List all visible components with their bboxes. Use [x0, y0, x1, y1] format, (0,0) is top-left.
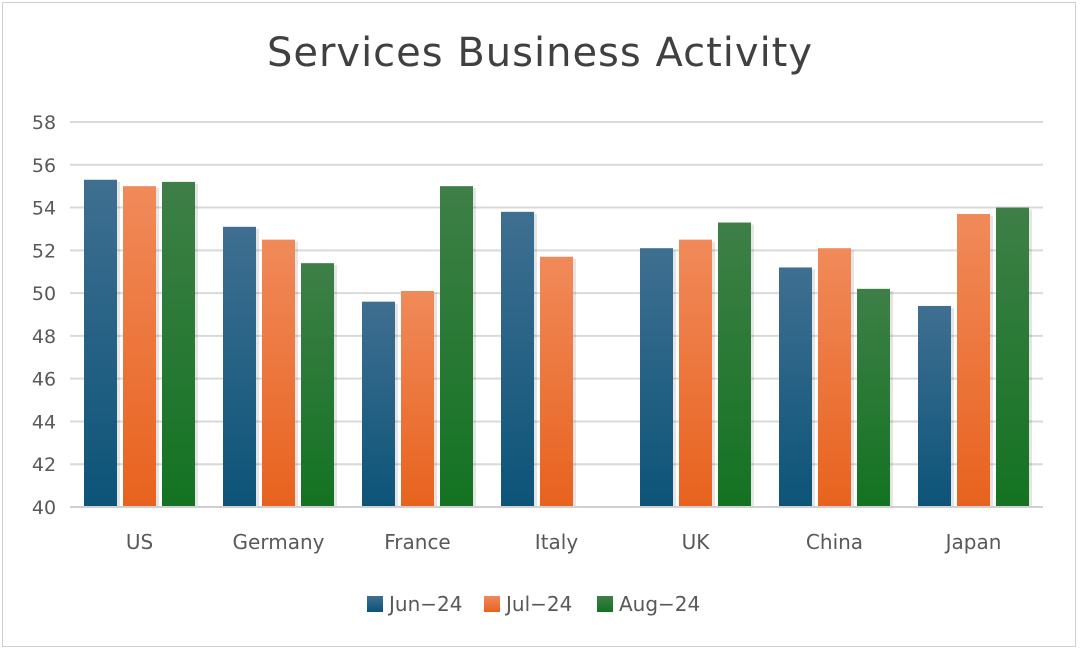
y-tick-label: 42 — [32, 454, 56, 476]
bar-china-0 — [779, 267, 812, 507]
bar-uk-0 — [640, 248, 673, 507]
bar-italy-1 — [540, 256, 573, 507]
y-tick-label: 50 — [32, 283, 56, 305]
y-axis: 40 42 44 46 48 50 52 54 56 58 — [32, 112, 56, 519]
y-tick-label: 48 — [32, 326, 56, 348]
y-tick-label: 52 — [32, 240, 56, 262]
legend-label: Aug−24 — [619, 592, 700, 616]
y-tick-label: 58 — [32, 112, 56, 134]
x-tick-label: Italy — [535, 530, 579, 554]
bar-us-2 — [162, 181, 195, 507]
legend: Jun−24 Jul−24 Aug−24 — [367, 592, 700, 616]
chart-title: Services Business Activity — [267, 30, 813, 76]
x-tick-label: Germany — [233, 530, 325, 554]
bar-france-0 — [362, 301, 395, 507]
bar-china-1 — [818, 248, 851, 507]
bar-france-1 — [401, 290, 434, 507]
legend-swatch — [484, 596, 500, 612]
y-tick-label: 40 — [32, 497, 56, 519]
bars — [84, 179, 1032, 508]
bar-us-0 — [84, 179, 117, 507]
legend-label: Jul−24 — [504, 592, 572, 616]
y-tick-label: 56 — [32, 155, 56, 177]
bar-germany-2 — [301, 263, 334, 507]
bar-italy-0 — [501, 211, 534, 508]
x-tick-label: Japan — [944, 530, 1002, 554]
y-tick-label: 44 — [32, 411, 56, 433]
x-tick-label: UK — [682, 530, 711, 554]
x-tick-label: France — [384, 530, 451, 554]
bar-germany-1 — [262, 239, 295, 507]
legend-label: Jun−24 — [387, 592, 462, 616]
bar-japan-0 — [918, 305, 951, 507]
legend-swatch — [597, 596, 613, 612]
x-tick-label: US — [126, 530, 153, 554]
bar-japan-1 — [957, 213, 990, 507]
bar-uk-2 — [718, 222, 751, 507]
x-axis: US Germany France Italy UK China Japan — [70, 506, 1043, 554]
bar-china-2 — [857, 288, 890, 507]
y-tick-label: 46 — [32, 369, 56, 391]
y-tick-label: 54 — [32, 198, 56, 220]
bar-uk-1 — [679, 239, 712, 507]
x-tick-label: China — [806, 530, 863, 554]
bar-us-1 — [123, 186, 156, 507]
bar-germany-0 — [223, 226, 256, 508]
legend-swatch — [367, 596, 383, 612]
bar-japan-2 — [996, 207, 1029, 508]
bar-france-2 — [440, 186, 473, 507]
